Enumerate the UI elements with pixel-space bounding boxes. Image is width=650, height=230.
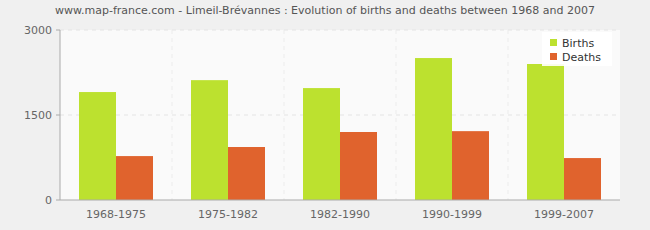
plot-area (60, 30, 620, 200)
chart: www.map-france.com - Limeil-Brévannes : … (0, 0, 650, 230)
bar (116, 156, 153, 200)
tick-mark (56, 200, 60, 201)
bar (415, 58, 452, 200)
y-tick-label: 0 (45, 194, 52, 207)
legend-box (542, 32, 612, 66)
bar (191, 80, 228, 200)
x-tick-label: 1968-1975 (86, 208, 146, 221)
bars (79, 58, 601, 200)
grid-line (284, 30, 285, 200)
bar (228, 147, 265, 200)
grid-line (396, 30, 397, 200)
legend: BirthsDeaths (542, 32, 612, 66)
bar (452, 131, 489, 200)
x-axis (60, 200, 620, 201)
x-tick-label: 1990-1999 (422, 208, 482, 221)
x-tick-label: 1975-1982 (198, 208, 258, 221)
tick-mark (56, 115, 60, 116)
bar (564, 158, 601, 200)
title: www.map-france.com - Limeil-Brévannes : … (55, 4, 595, 17)
y-tick-label: 1500 (24, 109, 52, 122)
legend-label: Deaths (562, 51, 601, 64)
background (0, 0, 650, 230)
grid-line (508, 30, 509, 200)
bar (340, 132, 377, 200)
y-axis (60, 30, 61, 200)
bar (527, 64, 564, 200)
x-tick-label: 1999-2007 (534, 208, 594, 221)
grid-line (60, 30, 620, 31)
bar (303, 88, 340, 200)
legend-swatch (550, 53, 557, 60)
bar (79, 92, 116, 200)
tick-mark (56, 30, 60, 31)
x-tick-label: 1982-1990 (310, 208, 370, 221)
legend-label: Births (562, 37, 594, 50)
legend-swatch (550, 39, 557, 46)
grid-line (172, 30, 173, 200)
y-tick-label: 3000 (24, 24, 52, 37)
